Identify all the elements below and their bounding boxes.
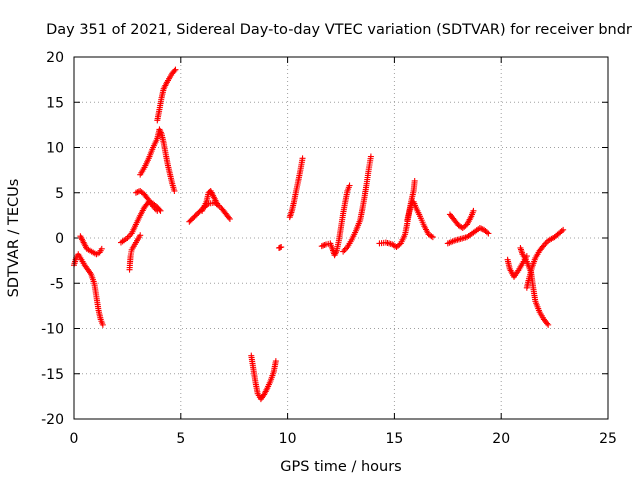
tick-labels: 0 5 10 15 20 25 -20 -15 -10 -5 0 5 10 15 20 <box>41 50 617 447</box>
data-point <box>226 215 233 222</box>
data-point <box>154 207 161 214</box>
y-tick-label: 10 <box>46 141 64 157</box>
y-tick-label: -5 <box>50 276 64 292</box>
data-point <box>544 320 551 327</box>
series-arc-21 <box>523 226 567 291</box>
grid <box>74 57 608 419</box>
series-arc-1 <box>71 251 106 328</box>
x-axis-label: GPS time / hours <box>280 459 401 475</box>
data-point <box>428 233 435 240</box>
data-point <box>214 200 221 207</box>
series-arc-13 <box>318 182 353 259</box>
chart-title: Day 351 of 2021, Sidereal Day-to-day VTE… <box>46 22 632 38</box>
data-point <box>476 225 483 232</box>
x-tick-label: 20 <box>492 431 510 447</box>
data-point <box>560 226 567 233</box>
data-point <box>346 182 353 189</box>
y-tick-label: 0 <box>55 231 64 247</box>
series-arc-2 <box>77 233 105 258</box>
y-tick-label: 20 <box>46 50 64 66</box>
data-point <box>558 228 565 235</box>
series-arc-7 <box>154 66 179 124</box>
data-point <box>485 230 492 237</box>
x-tick-label: 0 <box>70 431 79 447</box>
data-point <box>225 214 232 221</box>
series-arc-11 <box>276 244 285 251</box>
series-arc-14 <box>340 153 374 255</box>
data-point <box>545 321 552 328</box>
series-arc-18 <box>446 207 477 232</box>
data-point <box>396 241 403 248</box>
series-arc-17 <box>444 225 492 247</box>
y-tick-label: 15 <box>46 95 64 111</box>
data-point <box>137 232 144 239</box>
data-point <box>429 234 436 241</box>
data-point <box>318 243 325 250</box>
data-point <box>470 207 477 214</box>
series-arc-16 <box>404 198 436 241</box>
series-arc-5 <box>132 187 161 214</box>
data-point <box>171 187 178 194</box>
data-point <box>278 244 285 251</box>
data-point <box>367 153 374 160</box>
x-tick-label: 25 <box>599 431 617 447</box>
y-tick-label: 5 <box>55 186 64 202</box>
data-point <box>171 67 178 74</box>
series-arc-4 <box>126 232 144 273</box>
series-arc-9 <box>199 187 221 214</box>
data-point <box>340 248 347 255</box>
plot-frame <box>73 56 609 420</box>
series-arc-12 <box>286 155 306 221</box>
series-arc-10 <box>248 352 279 403</box>
data-point <box>98 245 105 252</box>
y-tick-label: -10 <box>41 322 64 338</box>
x-tick-label: 10 <box>279 431 297 447</box>
data-point <box>99 321 106 328</box>
data-points <box>71 66 567 403</box>
data-point <box>483 229 490 236</box>
y-tick-label: -20 <box>41 412 64 428</box>
y-tick-label: -15 <box>41 367 64 383</box>
series-arc-8 <box>186 199 233 225</box>
data-point <box>272 358 279 365</box>
data-point <box>299 155 306 162</box>
y-axis-label: SDTVAR / TECUs <box>6 179 22 298</box>
data-point <box>172 66 179 73</box>
data-point <box>320 242 327 249</box>
series-arc-15 <box>376 177 418 251</box>
data-point <box>132 189 139 196</box>
series-arc-6 <box>137 126 178 194</box>
data-point <box>478 225 485 232</box>
data-point <box>135 188 142 195</box>
data-point <box>341 247 348 254</box>
data-point <box>411 177 418 184</box>
x-tick-label: 5 <box>176 431 185 447</box>
x-tick-label: 15 <box>385 431 403 447</box>
data-point <box>321 241 328 248</box>
